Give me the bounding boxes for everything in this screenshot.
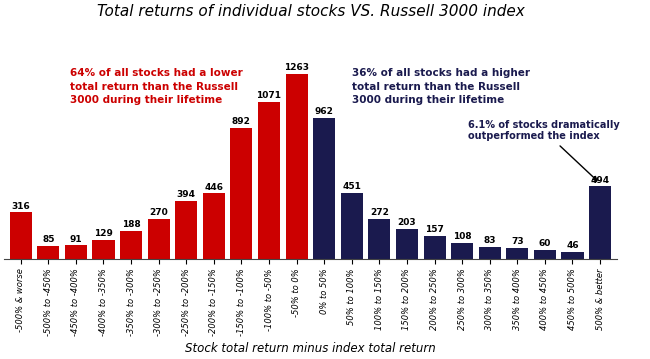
Text: 446: 446 bbox=[204, 183, 224, 192]
Text: 6.1% of stocks dramatically
outperformed the index: 6.1% of stocks dramatically outperformed… bbox=[467, 120, 619, 181]
Bar bbox=[396, 229, 418, 259]
Bar bbox=[341, 193, 363, 259]
Bar bbox=[451, 243, 473, 259]
Bar bbox=[37, 246, 59, 259]
Text: 73: 73 bbox=[511, 237, 524, 246]
Bar bbox=[230, 128, 252, 259]
Bar bbox=[562, 252, 584, 259]
Text: 494: 494 bbox=[590, 176, 610, 185]
Text: 1071: 1071 bbox=[257, 91, 281, 100]
Bar bbox=[424, 236, 445, 259]
Text: 1263: 1263 bbox=[284, 63, 309, 72]
Text: 157: 157 bbox=[425, 225, 444, 234]
Bar bbox=[176, 201, 198, 259]
Bar bbox=[369, 219, 391, 259]
Bar bbox=[120, 231, 142, 259]
Bar bbox=[506, 248, 528, 259]
Bar bbox=[313, 118, 335, 259]
Bar bbox=[65, 245, 87, 259]
Text: 451: 451 bbox=[343, 182, 361, 191]
Bar bbox=[534, 250, 556, 259]
Text: 962: 962 bbox=[315, 107, 333, 116]
Bar bbox=[258, 102, 280, 259]
Text: 270: 270 bbox=[150, 209, 168, 218]
Bar bbox=[148, 219, 170, 259]
Text: 64% of all stocks had a lower
total return than the Russell
3000 during their li: 64% of all stocks had a lower total retu… bbox=[70, 69, 243, 105]
Title: Total returns of individual stocks VS. Russell 3000 index: Total returns of individual stocks VS. R… bbox=[96, 4, 525, 19]
Bar bbox=[92, 240, 114, 259]
Text: 60: 60 bbox=[539, 239, 551, 248]
Text: 46: 46 bbox=[566, 241, 578, 250]
Text: 203: 203 bbox=[398, 218, 416, 227]
Text: 108: 108 bbox=[453, 232, 471, 241]
Bar bbox=[285, 74, 307, 259]
Text: 85: 85 bbox=[42, 236, 55, 244]
Text: 129: 129 bbox=[94, 229, 113, 238]
Bar bbox=[589, 186, 611, 259]
Text: 188: 188 bbox=[122, 220, 140, 229]
Text: 316: 316 bbox=[11, 202, 30, 211]
Bar bbox=[203, 194, 225, 259]
Text: 91: 91 bbox=[70, 234, 82, 244]
Text: 394: 394 bbox=[177, 190, 196, 199]
Text: 272: 272 bbox=[370, 208, 389, 217]
Bar bbox=[10, 213, 32, 259]
Text: 83: 83 bbox=[484, 236, 496, 245]
Bar bbox=[478, 247, 500, 259]
X-axis label: Stock total return minus index total return: Stock total return minus index total ret… bbox=[185, 342, 436, 355]
Text: 36% of all stocks had a higher
total return than the Russell
3000 during their l: 36% of all stocks had a higher total ret… bbox=[352, 69, 530, 105]
Text: 892: 892 bbox=[232, 117, 251, 126]
